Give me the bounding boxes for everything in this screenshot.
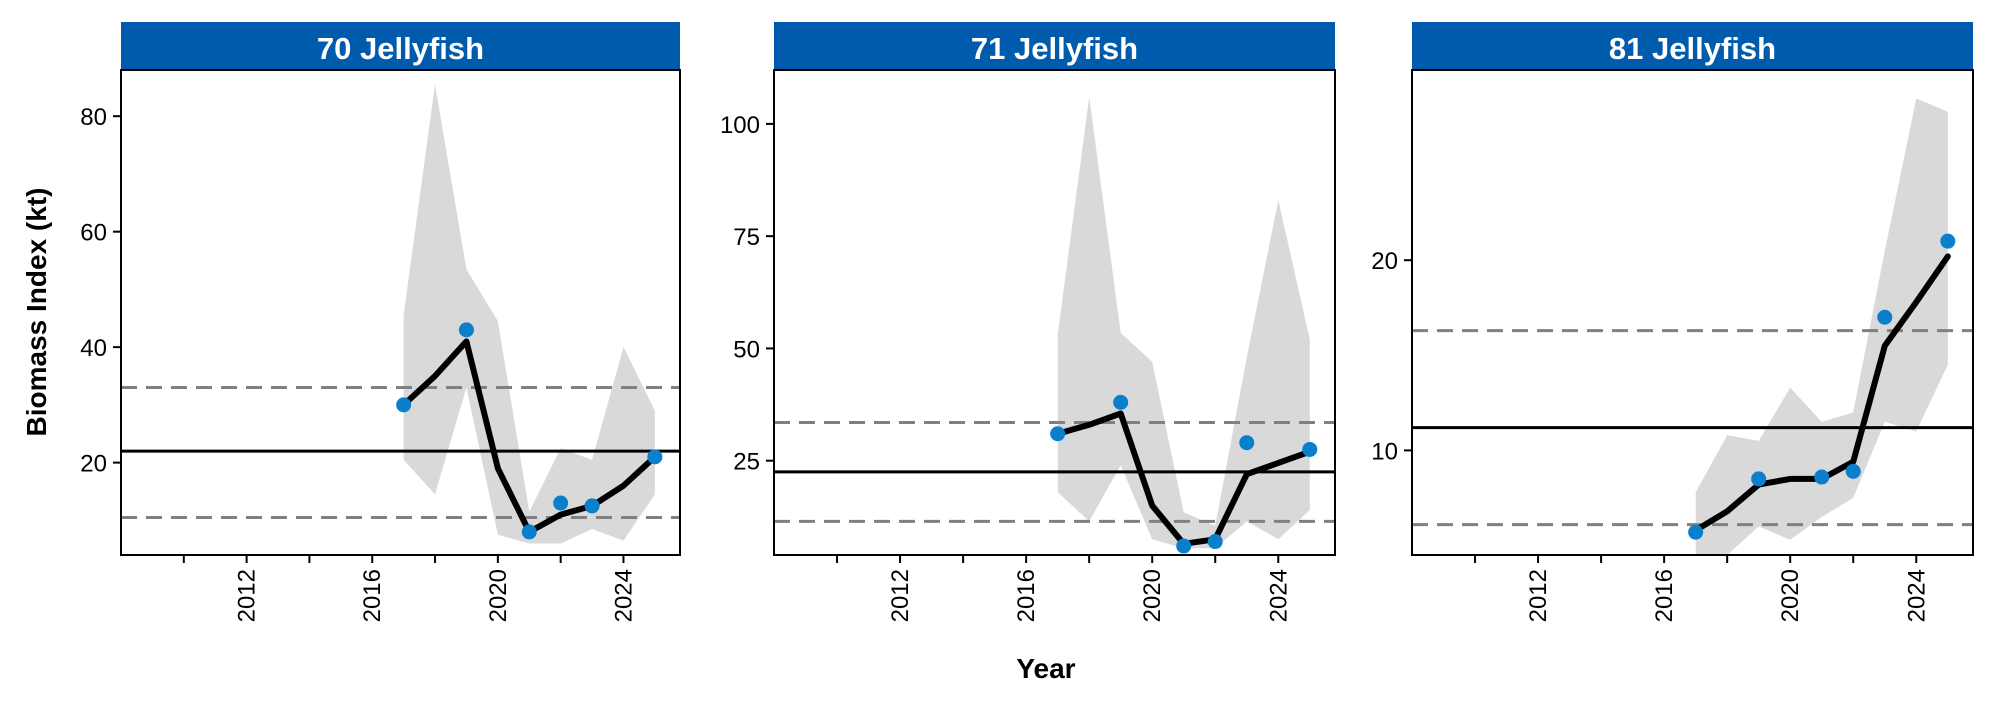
panel-title: 71 Jellyfish [971, 31, 1138, 66]
y-tick-label: 10 [1371, 438, 1398, 465]
x-tick-label: 2020 [1139, 569, 1166, 622]
y-tick-label: 100 [720, 112, 760, 139]
confidence-ribbon [1695, 98, 1948, 555]
y-tick-label: 25 [733, 449, 760, 476]
panel-3: 81 Jellyfish 10 20 2012 2016 2020 2024 [1371, 22, 1974, 622]
x-tick-label: 2016 [1013, 569, 1040, 622]
x-tick-label: 2024 [1903, 569, 1930, 622]
y-tick-label: 40 [80, 335, 107, 362]
data-point [1113, 394, 1129, 410]
plot-area [121, 84, 680, 544]
x-tick-label: 2024 [1265, 569, 1292, 622]
data-point [458, 322, 474, 338]
data-point [1050, 426, 1066, 442]
panel-strip [1412, 22, 1973, 69]
panel-border [773, 69, 1336, 556]
data-point [1814, 469, 1830, 485]
panel-title: 70 Jellyfish [317, 31, 484, 66]
panel-2: 71 Jellyfish 25 50 75 100 2012 2016 2020 2024 [720, 22, 1336, 622]
panel-1: 70 Jellyfish 20 40 60 80 2012 2016 2020 2024 [80, 22, 681, 622]
data-point [1239, 435, 1255, 451]
panel-border [120, 69, 681, 556]
data-point [553, 495, 569, 511]
data-point [521, 524, 537, 540]
y-tick-label: 80 [80, 104, 107, 131]
confidence-ribbon [1057, 96, 1310, 549]
x-tick-label: 2016 [359, 569, 386, 622]
data-point [1688, 524, 1704, 540]
data-point [647, 449, 663, 465]
x-tick-label: 2020 [1777, 569, 1804, 622]
x-tick-label: 2012 [1525, 569, 1552, 622]
x-tick-label: 2016 [1651, 569, 1678, 622]
x-tick-label: 2012 [234, 569, 261, 622]
plot-area [1412, 98, 1973, 555]
data-point [584, 498, 600, 514]
y-tick-label: 50 [733, 336, 760, 363]
panel-border [1411, 69, 1974, 556]
data-point [1302, 441, 1318, 457]
plot-area [774, 96, 1335, 554]
y-axis-label: Biomass Index (kt) [21, 188, 52, 437]
data-point [396, 397, 412, 413]
y-tick-label: 60 [80, 220, 107, 247]
data-point [1207, 534, 1223, 550]
data-point [1845, 463, 1861, 479]
data-point [1940, 233, 1956, 249]
data-point [1877, 309, 1893, 325]
y-tick-label: 20 [1371, 248, 1398, 275]
x-tick-label: 2020 [485, 569, 512, 622]
panel-title: 81 Jellyfish [1609, 31, 1776, 66]
y-tick-label: 20 [80, 451, 107, 478]
y-tick-label: 75 [733, 224, 760, 251]
x-axis-label: Year [1016, 653, 1075, 684]
x-tick-label: 2012 [887, 569, 914, 622]
confidence-ribbon [403, 84, 655, 544]
data-point [1176, 538, 1192, 554]
panel-strip [121, 22, 680, 69]
data-point [1751, 471, 1767, 487]
panel-strip [774, 22, 1335, 69]
x-tick-label: 2024 [610, 569, 637, 622]
